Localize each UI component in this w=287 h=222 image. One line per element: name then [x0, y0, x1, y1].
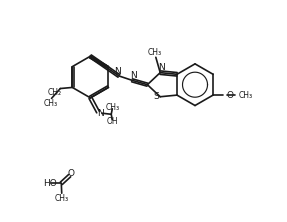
Text: N: N — [130, 71, 137, 80]
Text: N: N — [158, 63, 165, 72]
Text: O: O — [227, 91, 234, 100]
Text: CH₃: CH₃ — [148, 48, 162, 57]
Text: S: S — [153, 92, 159, 101]
Text: CH₃: CH₃ — [55, 194, 69, 202]
Text: HO: HO — [43, 179, 57, 188]
Text: N: N — [115, 67, 121, 76]
Text: CH₃: CH₃ — [238, 91, 252, 100]
Text: CH₃: CH₃ — [43, 99, 57, 108]
Text: OH: OH — [106, 117, 118, 126]
Text: CH₂: CH₂ — [48, 88, 62, 97]
Text: N: N — [97, 109, 104, 118]
Text: O: O — [68, 168, 75, 178]
Text: CH₃: CH₃ — [105, 103, 119, 112]
